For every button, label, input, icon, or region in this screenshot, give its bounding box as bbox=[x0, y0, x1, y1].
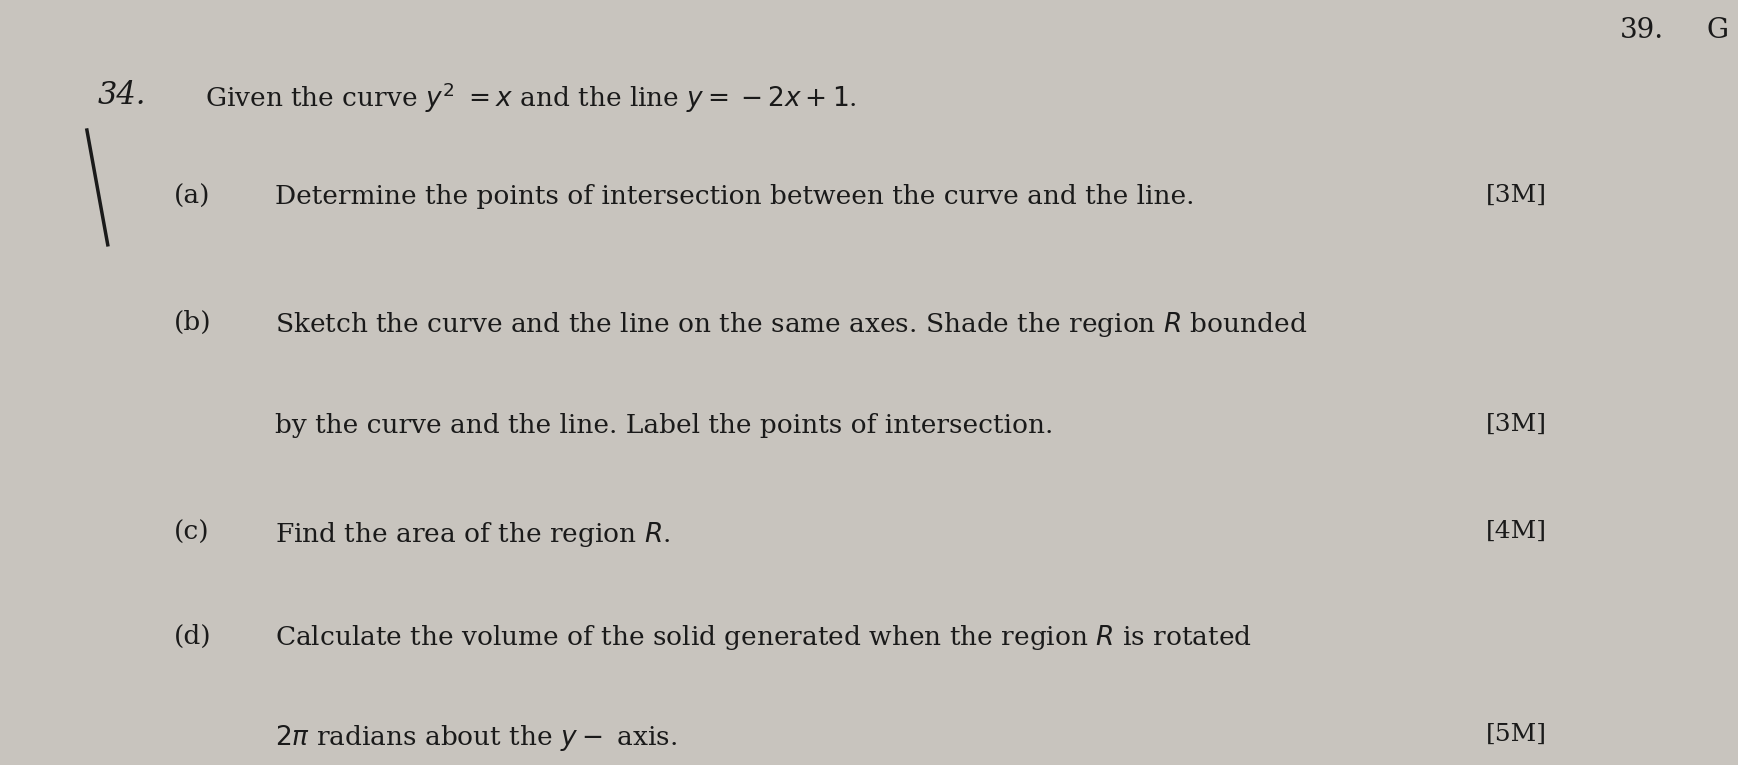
Text: by the curve and the line. Label the points of intersection.: by the curve and the line. Label the poi… bbox=[275, 413, 1053, 438]
Text: (c): (c) bbox=[174, 520, 209, 545]
Text: G: G bbox=[1707, 17, 1729, 44]
Text: [4M]: [4M] bbox=[1486, 520, 1547, 543]
Text: Calculate the volume of the solid generated when the region $R$ is rotated: Calculate the volume of the solid genera… bbox=[275, 623, 1251, 653]
Text: [3M]: [3M] bbox=[1486, 184, 1547, 207]
Text: Determine the points of intersection between the curve and the line.: Determine the points of intersection bet… bbox=[275, 184, 1194, 209]
Text: [5M]: [5M] bbox=[1486, 723, 1547, 746]
Text: (b): (b) bbox=[174, 310, 212, 335]
Text: Sketch the curve and the line on the same axes. Shade the region $R$ bounded: Sketch the curve and the line on the sam… bbox=[275, 310, 1307, 339]
Text: $2\pi$ radians about the $y-$ axis.: $2\pi$ radians about the $y-$ axis. bbox=[275, 723, 676, 753]
Text: (d): (d) bbox=[174, 623, 212, 649]
Text: Given the curve $y^2\ =x$ and the line $y=-2x+1$.: Given the curve $y^2\ =x$ and the line $… bbox=[205, 80, 857, 115]
Text: [3M]: [3M] bbox=[1486, 413, 1547, 436]
Text: Find the area of the region $R$.: Find the area of the region $R$. bbox=[275, 520, 669, 549]
Text: 34.: 34. bbox=[97, 80, 146, 112]
Text: 39.: 39. bbox=[1620, 17, 1663, 44]
Text: (a): (a) bbox=[174, 184, 210, 209]
